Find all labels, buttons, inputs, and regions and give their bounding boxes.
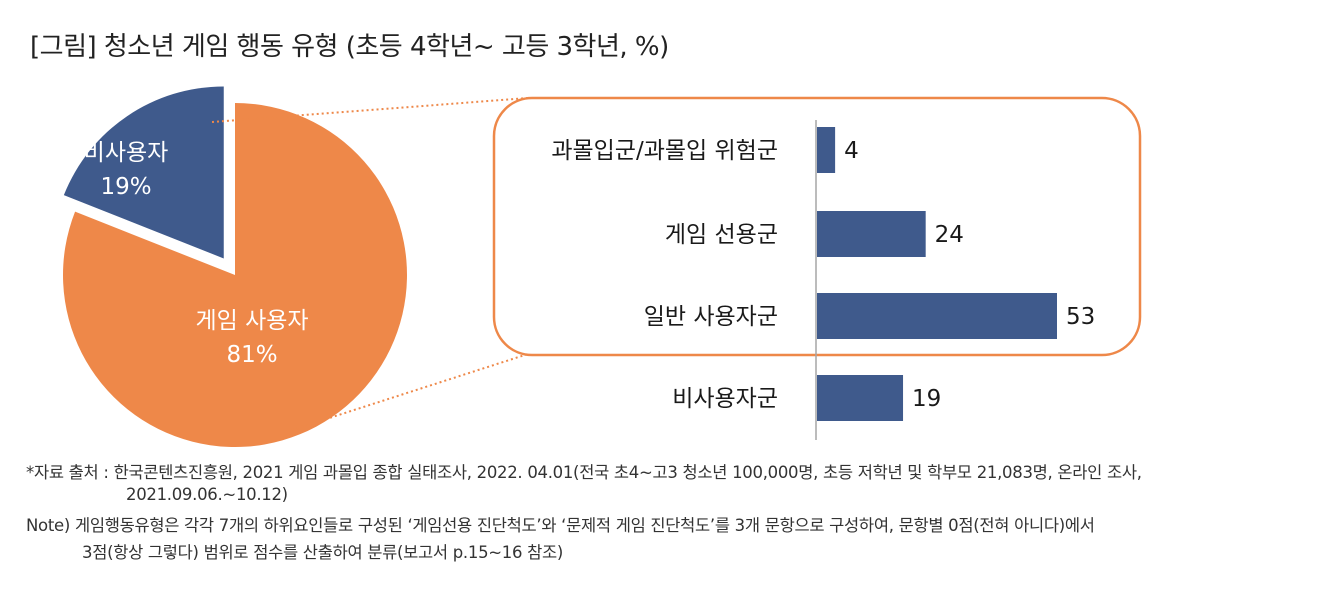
page-title: [그림] 청소년 게임 행동 유형 (초등 4학년~ 고등 3학년, %) xyxy=(30,32,669,62)
method-note-line2: 3점(항상 그렇다) 범위로 점수를 산출하여 분류(보고서 p.15~16 참… xyxy=(82,543,564,562)
bar-value-label: 24 xyxy=(935,222,964,248)
pie-value-label: 19% xyxy=(100,174,151,200)
source-note-line1: *자료 출처 : 한국콘텐츠진흥원, 2021 게임 과몰입 종합 실태조사, … xyxy=(26,463,1142,482)
bar xyxy=(817,211,926,257)
pie-slice xyxy=(63,86,224,259)
source-note-line2: 2021.09.06.~10.12) xyxy=(126,485,288,504)
pie-slice-label: 비사용자 xyxy=(84,140,169,166)
highlight-box xyxy=(492,96,1142,357)
bar-value-label: 53 xyxy=(1066,304,1095,330)
pie-slice-label: 게임 사용자 xyxy=(195,308,308,334)
bar-category-label: 일반 사용자군 xyxy=(644,304,778,330)
method-note-line1: Note) 게임행동유형은 각각 7개의 하위요인들로 구성된 ‘게임선용 진단… xyxy=(26,516,1095,535)
bar-value-label: 19 xyxy=(912,386,941,412)
bar-value-label: 4 xyxy=(844,138,859,164)
bar xyxy=(817,293,1057,339)
bar xyxy=(817,375,904,421)
bar-category-label: 과몰입군/과몰입 위험군 xyxy=(551,138,778,164)
pie-chart: 게임 사용자 81% 비사용자 19% xyxy=(62,86,408,447)
bar-chart: 과몰입군/과몰입 위험군 4 게임 선용군 24 일반 사용자군 53 비사용자군 19 xyxy=(492,96,1142,440)
bar xyxy=(817,127,836,173)
bar-category-label: 비사용자군 xyxy=(672,386,778,412)
connector-lines xyxy=(211,97,529,431)
pie-slice xyxy=(62,103,408,447)
connector-line-bottom xyxy=(291,353,529,431)
bar-category-label: 게임 선용군 xyxy=(665,222,778,248)
pie-value-label: 81% xyxy=(226,342,277,368)
